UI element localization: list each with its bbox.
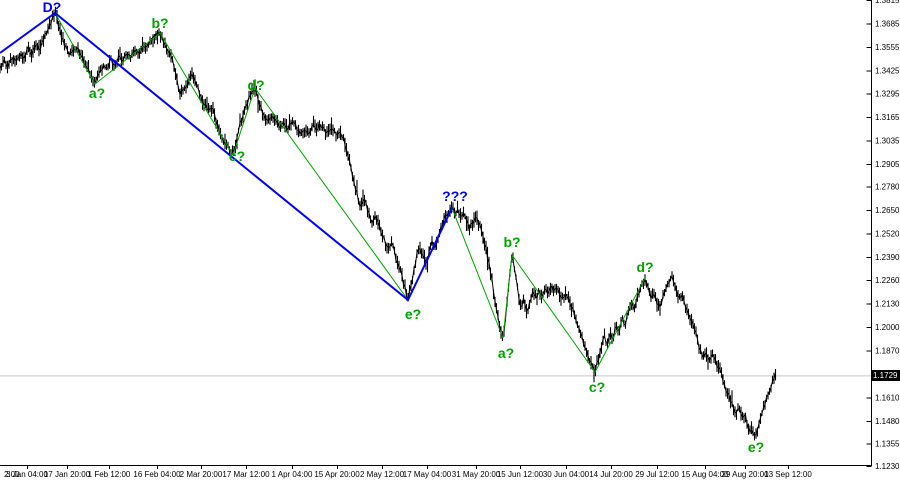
price-axis-label: 1.2650 [875,206,900,215]
price-axis-label: 1.1230 [875,462,900,471]
time-axis-label: 15 Jun 12:00 [497,470,544,479]
time-axis-label: 2:00 [4,470,20,479]
time-axis-label: 17 Jan 20:00 [44,470,91,479]
wave-label: ??? [442,188,468,204]
price-axis[interactable]: 1.3815 1.3685 1.3555 1.3425 1.3295 1.3165 1.30… [866,0,900,471]
price-axis-label: 1.1870 [875,346,900,355]
price-axis-label: 1.2390 [875,253,900,262]
price-axis-label: 1.3815 [875,0,900,5]
time-axis-label: 2 Mar 20:00 [180,470,223,479]
price-axis-label: 1.1355 [875,439,900,448]
price-axis-label: 1.3425 [875,66,900,75]
time-axis-label: 29 Jul 12:00 [635,470,679,479]
elliott-trendline-blue [0,12,453,301]
time-axis-label: 31 May 20:00 [452,470,501,479]
time-axis-label: 17 May 04:00 [403,470,452,479]
price-axis-label: 1.1480 [875,417,900,426]
price-axis-label: 1.2130 [875,300,900,309]
price-series-core [0,11,776,436]
wave-label: D? [43,0,62,15]
price-axis-label: 1.2905 [875,160,900,169]
price-axis-label: 1.2260 [875,276,900,285]
time-axis-label: 13 Sep 12:00 [764,470,812,479]
price-axis-label: 1.2000 [875,323,900,332]
wave-label: a? [498,345,514,361]
price-series-bars [0,6,777,441]
wave-label: c? [589,379,605,395]
elliott-zigzag-green [54,12,646,373]
time-axis-label: 16 Feb 04:00 [133,470,181,479]
wave-label: c? [229,148,245,164]
wave-label: b? [503,234,520,250]
price-axis-label: 1.3165 [875,113,900,122]
price-axis-label: 1.3685 [875,19,900,28]
wave-label: a? [89,85,105,101]
time-axis-label: 30 Jun 04:00 [543,470,590,479]
wave-label: e? [405,306,421,322]
price-axis-label: 1.3035 [875,137,900,146]
wave-label: d? [636,259,653,275]
time-axis-label: 1 Feb 12:00 [88,470,131,479]
price-axis-label: 1.1610 [875,393,900,402]
price-axis-label: 1.3555 [875,43,900,52]
time-axis-label: 3 Jan 04:00 [6,470,48,479]
time-axis-label: 15 Aug 04:00 [681,470,729,479]
time-axis-label: 17 Mar 12:00 [222,470,270,479]
current-price-badge: 1.1729 [871,370,900,381]
time-axis-label: 14 Jul 20:00 [589,470,633,479]
wave-label: e? [748,439,764,455]
time-axis-label: 1 Apr 04:00 [272,470,313,479]
price-axis-label: 1.2780 [875,183,900,192]
price-axis-label: 1.2520 [875,229,900,238]
time-axis-label: 15 Apr 20:00 [314,470,360,479]
wave-label: b? [151,15,168,31]
price-axis-label: 1.3295 [875,90,900,99]
time-axis-label: 29 Aug 20:00 [721,470,769,479]
wave-label: d? [247,77,264,93]
time-axis-label: 2 May 12:00 [360,470,405,479]
